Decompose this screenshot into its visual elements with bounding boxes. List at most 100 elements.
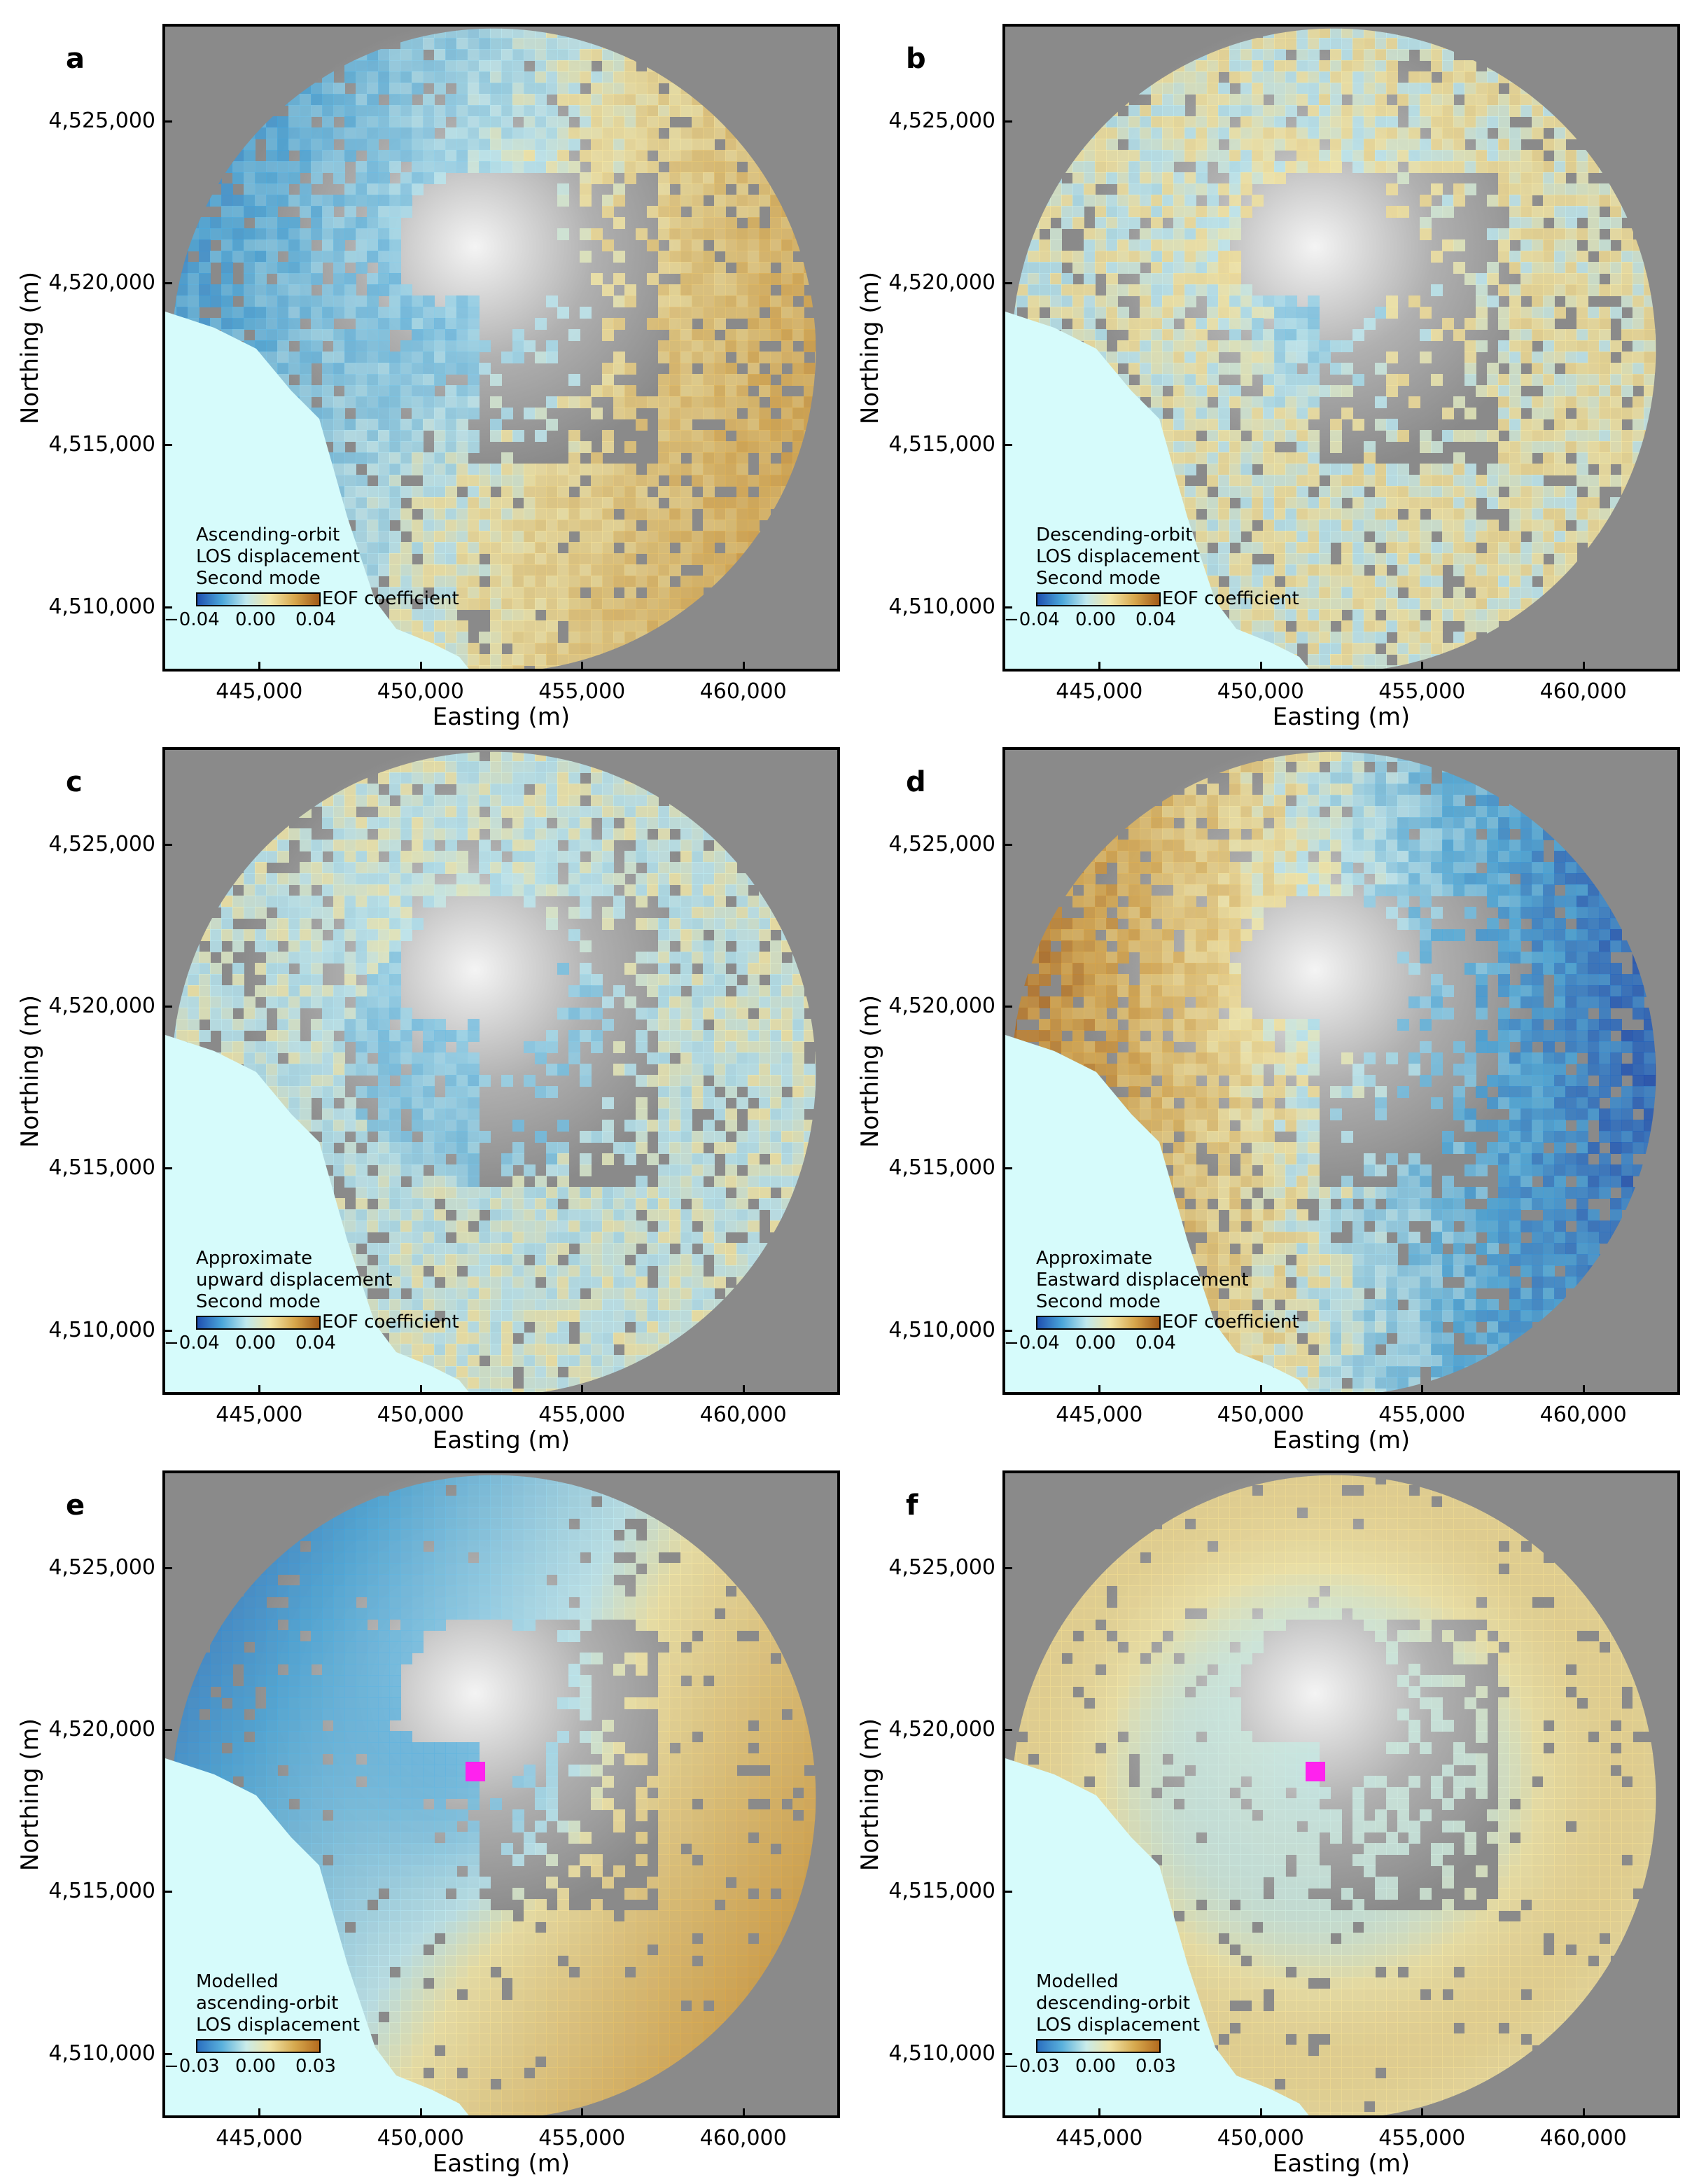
- y-tick-mark: [162, 120, 172, 123]
- map-image: [1005, 1473, 1677, 2115]
- x-tick-label: 460,000: [699, 1403, 787, 1427]
- sea-area: [1005, 1035, 1309, 1392]
- y-tick-mark: [162, 1566, 172, 1569]
- map-frame: [1002, 747, 1680, 1395]
- y-tick-mark: [162, 843, 172, 846]
- colorbar-tick: −0.04: [164, 1333, 220, 1354]
- y-tick-mark: [162, 606, 172, 608]
- sea-area: [165, 312, 469, 669]
- x-tick-mark: [1098, 2108, 1101, 2118]
- x-tick-mark: [1582, 2108, 1585, 2118]
- y-tick-mark: [162, 1167, 172, 1170]
- x-tick-mark: [1098, 662, 1101, 672]
- x-tick-mark: [742, 1385, 745, 1395]
- x-tick-label: 460,000: [1539, 2126, 1627, 2150]
- colorbar-tick: 0.03: [295, 2056, 336, 2077]
- y-tick-label: 4,515,000: [48, 1155, 155, 1181]
- legend: Approximate upward displacement Second mod…: [196, 1248, 392, 1313]
- y-tick-label: 4,520,000: [48, 1717, 155, 1741]
- x-tick-label: 445,000: [216, 679, 303, 704]
- panel-label: d: [906, 766, 926, 798]
- y-tick-label: 4,510,000: [48, 594, 155, 619]
- y-tick-label: 4,510,000: [888, 2040, 995, 2066]
- x-tick-label: 460,000: [699, 2126, 787, 2150]
- panel-label: e: [66, 1489, 85, 1522]
- legend-text: LOS displacement: [196, 2015, 361, 2036]
- y-tick-mark: [162, 2052, 172, 2055]
- x-axis-label: Easting (m): [432, 1426, 571, 1454]
- x-axis-label: Easting (m): [432, 2150, 571, 2178]
- x-tick-mark: [419, 662, 422, 672]
- x-tick-label: 445,000: [1056, 2126, 1143, 2150]
- y-tick-label: 4,525,000: [888, 831, 995, 856]
- panel-b: b 4,525,000 4,520,000 4,515,000 4,510,000 445…: [840, 0, 1680, 729]
- x-tick-label: 455,000: [538, 679, 626, 704]
- legend-text: upward displacement: [196, 1270, 393, 1291]
- y-tick-label: 4,525,000: [48, 1554, 155, 1580]
- x-tick-mark: [742, 662, 745, 672]
- y-tick-mark: [162, 282, 172, 284]
- legend: Modelled descending-orbit LOS displacement: [1036, 1971, 1200, 2036]
- x-tick-label: 450,000: [377, 2126, 464, 2150]
- y-tick-mark: [1002, 282, 1012, 284]
- source-marker: [465, 1761, 485, 1781]
- sea-area: [1005, 1758, 1309, 2115]
- x-tick-label: 445,000: [1056, 1403, 1143, 1427]
- y-tick-label: 4,520,000: [48, 270, 155, 295]
- x-tick-mark: [1582, 662, 1585, 672]
- x-axis-label: Easting (m): [1272, 1426, 1411, 1454]
- x-tick-mark: [1259, 1385, 1262, 1395]
- x-axis-label: Easting (m): [1272, 703, 1411, 731]
- colorbar-label: EOF coefficient: [322, 1312, 459, 1333]
- y-tick-label: 4,520,000: [888, 994, 995, 1018]
- legend-text: Second mode: [1036, 1291, 1161, 1312]
- colorbar-tick: 0.04: [1135, 609, 1176, 630]
- x-tick-mark: [258, 1385, 261, 1395]
- y-tick-mark: [162, 1729, 172, 1731]
- legend-text: Approximate: [1036, 1248, 1153, 1269]
- legend-text: Eastward displacement: [1036, 1270, 1249, 1291]
- colorbar: [1036, 592, 1161, 606]
- colorbar-tick: 0.00: [1075, 2056, 1116, 2077]
- map-frame: [1002, 1470, 1680, 2118]
- legend: Approximate Eastward displacement Second m…: [1036, 1248, 1249, 1313]
- x-tick-label: 455,000: [1378, 1403, 1466, 1427]
- legend-text: LOS displacement: [1036, 546, 1201, 567]
- y-tick-mark: [1002, 444, 1012, 447]
- y-tick-mark: [1002, 2052, 1012, 2055]
- colorbar-tick: 0.03: [1135, 2056, 1176, 2077]
- y-tick-label: 4,525,000: [48, 831, 155, 856]
- colorbar: [196, 1316, 321, 1330]
- x-tick-mark: [581, 662, 584, 672]
- x-tick-mark: [1098, 1385, 1101, 1395]
- y-axis-label: Northing (m): [856, 1718, 884, 1871]
- source-marker: [1305, 1761, 1325, 1781]
- y-axis-label: Northing (m): [16, 994, 44, 1148]
- x-tick-mark: [742, 2108, 745, 2118]
- y-tick-label: 4,515,000: [888, 1879, 995, 1904]
- y-axis-label: Northing (m): [856, 271, 884, 424]
- sea-area: [165, 1035, 469, 1392]
- x-tick-label: 445,000: [216, 1403, 303, 1427]
- x-tick-label: 460,000: [1539, 679, 1627, 704]
- colorbar: [1036, 2039, 1161, 2053]
- legend: Modelled ascending-orbit LOS displacement: [196, 1971, 360, 2036]
- colorbar-tick: 0.00: [235, 609, 276, 630]
- x-tick-mark: [1259, 662, 1262, 672]
- colorbar-label: EOF coefficient: [322, 588, 459, 609]
- y-tick-mark: [1002, 1566, 1012, 1569]
- x-tick-label: 450,000: [377, 679, 464, 704]
- legend-text: descending-orbit: [1036, 1993, 1190, 2014]
- map-image: [165, 27, 837, 669]
- x-tick-mark: [258, 2108, 261, 2118]
- colorbar-tick: 0.00: [1075, 1333, 1116, 1354]
- colorbar: [1036, 1316, 1161, 1330]
- legend-text: Second mode: [1036, 568, 1161, 589]
- colorbar: [196, 2039, 321, 2053]
- legend-text: LOS displacement: [196, 546, 361, 567]
- legend-text: Modelled: [196, 1971, 279, 1992]
- x-tick-label: 450,000: [1217, 2126, 1304, 2150]
- colorbar-tick: 0.04: [295, 609, 336, 630]
- panel-e: e 4,525,000 4,520,000 4,515,000 4,510,000 445…: [0, 1447, 840, 2176]
- y-axis-label: Northing (m): [16, 1718, 44, 1871]
